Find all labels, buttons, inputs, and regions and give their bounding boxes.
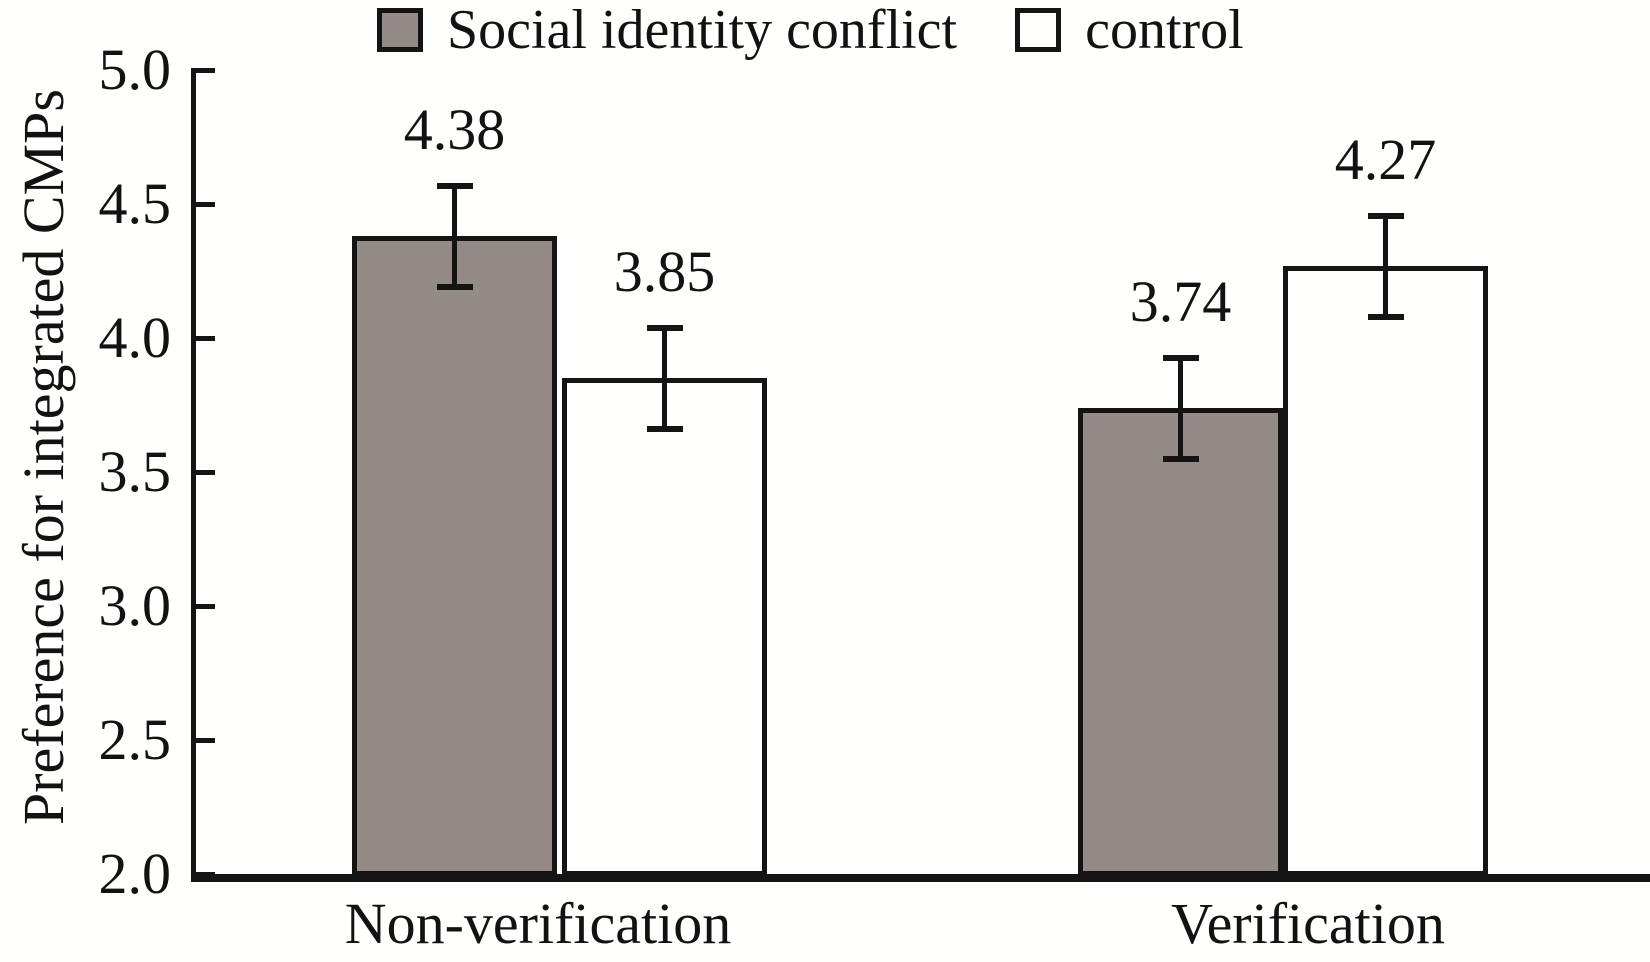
bar-social-identity-conflict-1 (1078, 407, 1283, 876)
y-tick (193, 872, 215, 877)
legend-item-social-identity-conflict: Social identity conflict (377, 2, 957, 58)
x-axis-line (191, 874, 1650, 882)
error-bar-cap-bottom (1367, 313, 1404, 320)
bar-value-label: 4.27 (1334, 126, 1437, 192)
error-bar-stem (1178, 356, 1183, 459)
y-axis-line (191, 68, 196, 882)
y-tick-label: 2.0 (98, 841, 172, 906)
y-tick-label: 3.0 (98, 573, 172, 638)
error-bar-cap-bottom (436, 284, 473, 291)
error-bar-cap-top (436, 183, 473, 190)
bar-value-label: 3.74 (1129, 268, 1232, 334)
error-bar-cap-bottom (646, 426, 683, 433)
y-tick-label: 4.5 (98, 171, 172, 236)
y-tick (193, 738, 215, 743)
legend-label-social-identity-conflict: Social identity conflict (447, 0, 958, 61)
y-axis-title: Preference for integrated CMPs (11, 88, 76, 826)
bar-control-0 (562, 378, 767, 876)
error-bar-stem (452, 185, 457, 288)
y-tick-label: 5.0 (98, 37, 172, 102)
x-category-label-0: Non-verification (344, 891, 732, 956)
error-bar-cap-top (1367, 212, 1404, 219)
error-bar-stem (1383, 214, 1388, 317)
y-tick-label: 4.0 (98, 305, 172, 370)
error-bar-cap-top (646, 325, 683, 332)
y-tick (193, 336, 215, 341)
error-bar-cap-bottom (1162, 455, 1199, 462)
y-tick (193, 202, 215, 207)
y-tick (193, 470, 215, 475)
legend-swatch-control (1015, 8, 1062, 52)
bar-value-label: 3.85 (613, 239, 716, 305)
y-tick (193, 604, 215, 609)
y-tick (193, 68, 215, 73)
error-bar-cap-top (1162, 354, 1199, 361)
y-tick-label: 2.5 (98, 707, 172, 772)
bar-control-1 (1283, 265, 1488, 876)
legend-label-control: control (1085, 0, 1244, 61)
legend: Social identity conflict control (377, 2, 1244, 58)
x-category-label-1: Verification (1171, 891, 1445, 956)
bar-social-identity-conflict-0 (352, 236, 557, 876)
legend-swatch-social-identity-conflict (377, 8, 423, 52)
error-bar-stem (662, 327, 667, 430)
bar-value-label: 4.38 (403, 97, 506, 163)
y-tick-label: 3.5 (98, 439, 172, 504)
legend-item-control: control (1015, 2, 1244, 58)
